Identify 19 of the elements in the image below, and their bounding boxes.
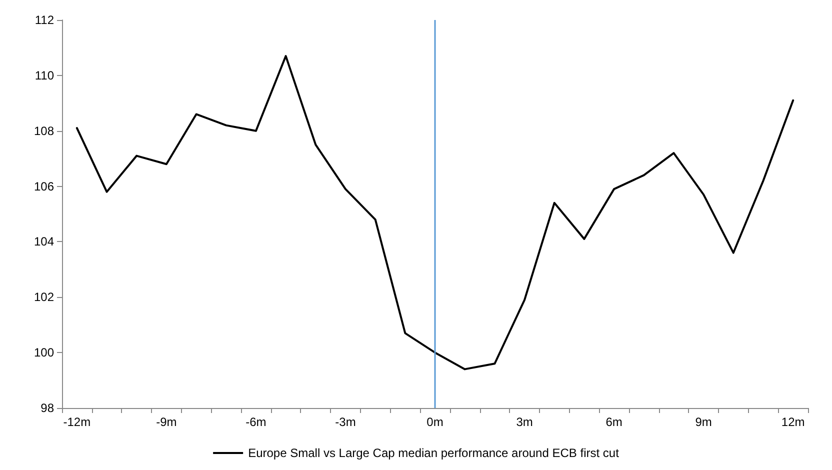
x-tick-label: 3m	[516, 415, 533, 429]
x-tick-label: -12m	[63, 415, 91, 429]
x-tick-label: -6m	[246, 415, 266, 429]
x-tick-label: 0m	[426, 415, 444, 429]
y-tick-label: 106	[34, 179, 54, 194]
y-tick-label: 100	[34, 346, 54, 360]
x-tick-label: -3m	[335, 415, 356, 429]
y-tick-label: 112	[34, 13, 54, 27]
y-tick-label: 104	[34, 234, 54, 249]
y-tick-label: 102	[34, 290, 54, 304]
x-tick-label: -9m	[156, 415, 177, 429]
x-tick-label: 6m	[606, 415, 622, 429]
x-tick-label: 9m	[695, 415, 712, 429]
x-tick-label: 12m	[781, 415, 805, 429]
line-series	[76, 55, 794, 370]
legend-label: Europe Small vs Large Cap median performance around ECB first cut	[248, 446, 620, 460]
y-tick-label: 98	[40, 401, 54, 415]
y-tick-label: 108	[34, 124, 54, 138]
y-tick-label: 110	[34, 68, 54, 82]
